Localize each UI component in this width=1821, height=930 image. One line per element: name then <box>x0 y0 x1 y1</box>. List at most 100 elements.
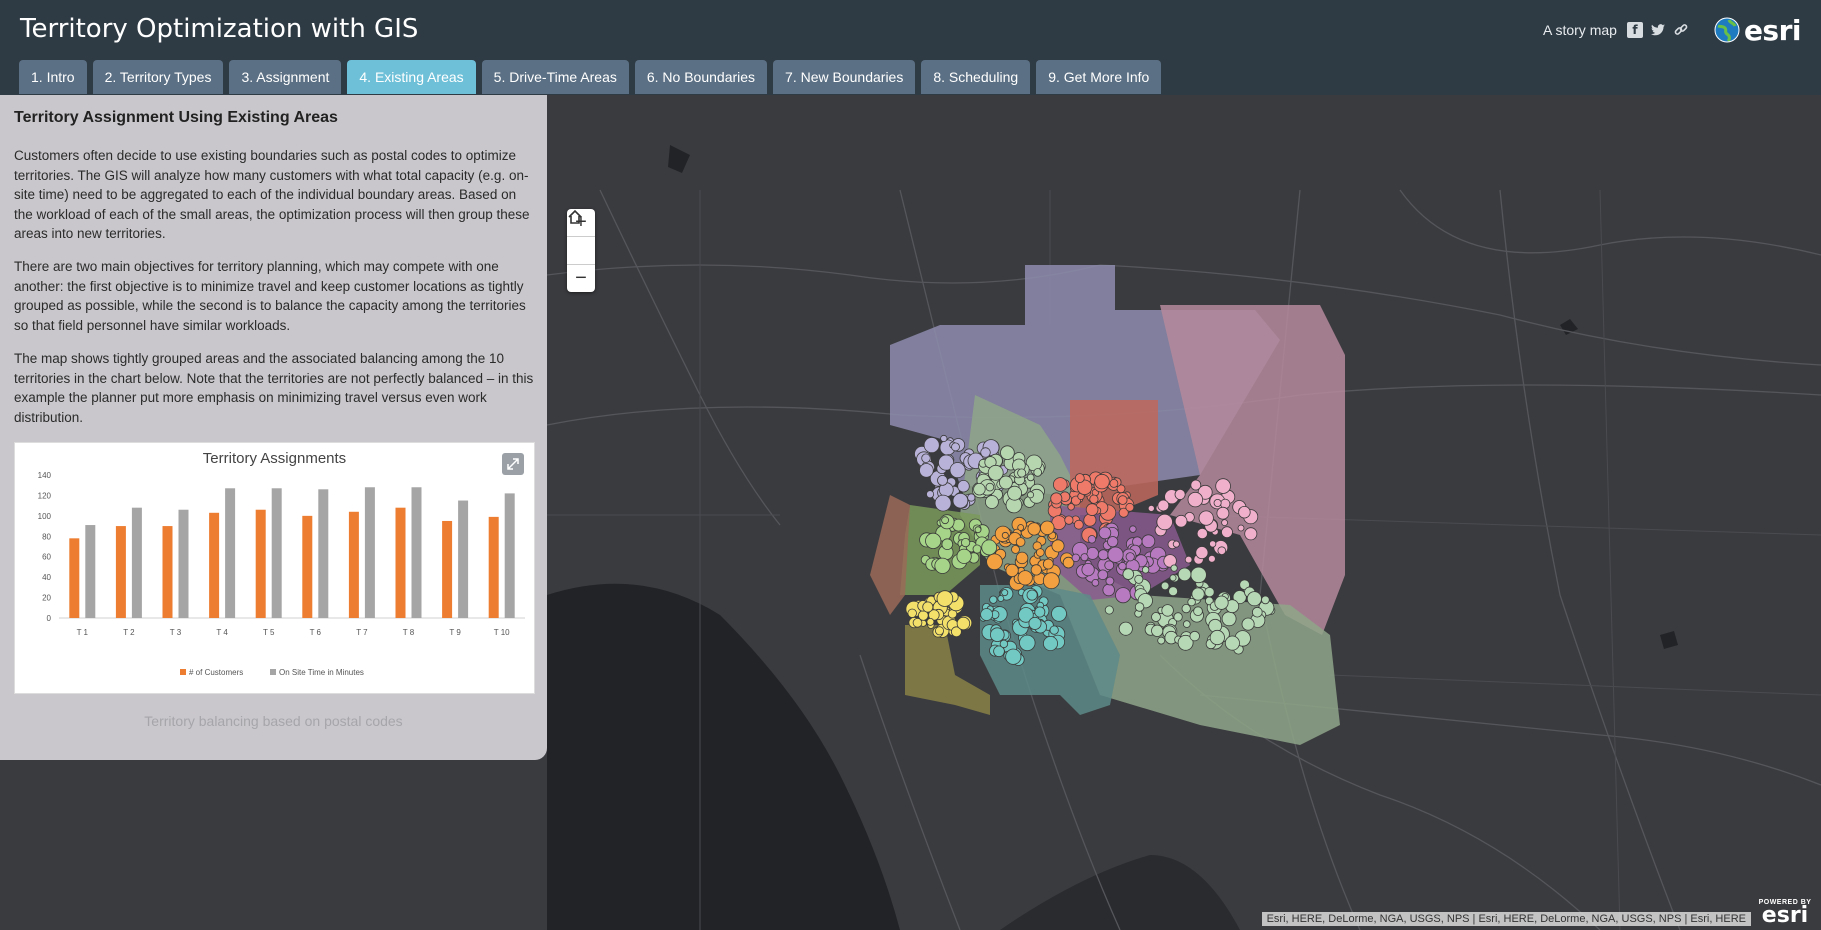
customer-point[interactable] <box>1052 606 1067 621</box>
customer-point[interactable] <box>1031 565 1041 575</box>
customer-point[interactable] <box>1178 568 1191 581</box>
customer-point[interactable] <box>1157 514 1173 530</box>
customer-point[interactable] <box>1027 590 1037 600</box>
customer-point[interactable] <box>1041 521 1055 535</box>
customer-point[interactable] <box>1081 554 1088 561</box>
customer-point[interactable] <box>1028 492 1034 498</box>
customer-point[interactable] <box>981 609 993 621</box>
customer-point[interactable] <box>1161 582 1169 590</box>
tab-9[interactable]: 9. Get More Info <box>1036 60 1161 94</box>
customer-point[interactable] <box>950 463 965 478</box>
customer-point[interactable] <box>1050 626 1058 634</box>
customer-point[interactable] <box>973 545 981 553</box>
customer-point[interactable] <box>1175 489 1185 499</box>
customer-point[interactable] <box>1043 636 1057 650</box>
customer-point[interactable] <box>1222 527 1233 538</box>
customer-point[interactable] <box>1218 547 1226 555</box>
customer-point[interactable] <box>1173 541 1179 547</box>
customer-point[interactable] <box>1185 556 1192 563</box>
customer-point[interactable] <box>1043 573 1059 589</box>
customer-point[interactable] <box>1098 570 1108 580</box>
customer-point[interactable] <box>1182 604 1190 612</box>
zoom-out-button[interactable]: − <box>567 265 595 292</box>
customer-point[interactable] <box>935 495 951 511</box>
customer-point[interactable] <box>942 517 949 524</box>
customer-point[interactable] <box>1028 523 1040 535</box>
customer-point[interactable] <box>1105 606 1113 614</box>
customer-point[interactable] <box>975 527 981 533</box>
tab-5[interactable]: 5. Drive-Time Areas <box>482 60 629 94</box>
powered-by-esri[interactable]: POWERED BY esri <box>1757 899 1813 926</box>
customer-point[interactable] <box>987 554 1003 570</box>
tab-4[interactable]: 4. Existing Areas <box>347 60 475 94</box>
customer-point[interactable] <box>1016 552 1028 564</box>
customer-point[interactable] <box>1074 520 1083 529</box>
customer-point[interactable] <box>1210 630 1224 644</box>
customer-point[interactable] <box>1119 562 1127 570</box>
tab-6[interactable]: 6. No Boundaries <box>635 60 767 94</box>
customer-point[interactable] <box>1158 500 1169 511</box>
customer-point[interactable] <box>974 483 986 495</box>
customer-point[interactable] <box>1205 587 1214 596</box>
customer-point[interactable] <box>1142 567 1149 574</box>
customer-point[interactable] <box>1008 486 1022 500</box>
customer-point[interactable] <box>1092 579 1099 586</box>
customer-point[interactable] <box>1199 511 1213 525</box>
customer-point[interactable] <box>1099 527 1111 539</box>
customer-point[interactable] <box>923 602 933 612</box>
customer-point[interactable] <box>1171 565 1177 571</box>
customer-point[interactable] <box>1006 564 1018 576</box>
territory-polygon[interactable] <box>905 625 990 715</box>
customer-point[interactable] <box>1170 575 1176 581</box>
customer-point[interactable] <box>1210 541 1216 547</box>
customer-point[interactable] <box>1216 479 1231 494</box>
customer-point[interactable] <box>1262 596 1270 604</box>
customer-point[interactable] <box>986 483 994 491</box>
customer-point[interactable] <box>1196 547 1208 559</box>
customer-point[interactable] <box>1086 504 1098 516</box>
customer-point[interactable] <box>1012 545 1020 553</box>
customer-point[interactable] <box>1108 547 1123 562</box>
customer-point[interactable] <box>957 549 971 563</box>
home-button[interactable] <box>567 237 595 265</box>
customer-point[interactable] <box>1208 555 1215 562</box>
customer-point[interactable] <box>998 596 1004 602</box>
customer-point[interactable] <box>1148 505 1154 511</box>
customer-point[interactable] <box>1006 649 1021 664</box>
expand-chart-button[interactable] <box>502 453 524 475</box>
customer-point[interactable] <box>1215 596 1228 609</box>
customer-point[interactable] <box>1020 635 1036 651</box>
customer-point[interactable] <box>1175 515 1187 527</box>
customer-point[interactable] <box>1190 631 1200 641</box>
customer-point[interactable] <box>1214 499 1221 506</box>
customer-point[interactable] <box>1002 532 1008 538</box>
customer-point[interactable] <box>999 476 1012 489</box>
customer-point[interactable] <box>1222 520 1228 526</box>
tab-3[interactable]: 3. Assignment <box>229 60 341 94</box>
customer-point[interactable] <box>937 591 953 607</box>
link-icon[interactable] <box>1673 22 1689 38</box>
customer-point[interactable] <box>1152 625 1163 636</box>
customer-point[interactable] <box>1018 525 1024 531</box>
customer-point[interactable] <box>1082 563 1094 575</box>
customer-point[interactable] <box>1116 588 1131 603</box>
customer-point[interactable] <box>1108 537 1118 547</box>
customer-point[interactable] <box>1242 618 1254 630</box>
customer-point[interactable] <box>1075 474 1084 483</box>
customer-point[interactable] <box>1018 469 1026 477</box>
customer-point[interactable] <box>938 475 948 485</box>
customer-point[interactable] <box>990 628 1004 642</box>
twitter-icon[interactable] <box>1650 22 1666 38</box>
customer-point[interactable] <box>961 538 969 546</box>
customer-point[interactable] <box>981 448 991 458</box>
customer-point[interactable] <box>1119 622 1132 635</box>
customer-point[interactable] <box>952 443 960 451</box>
customer-point[interactable] <box>924 438 939 453</box>
tab-7[interactable]: 7. New Boundaries <box>773 60 915 94</box>
tab-8[interactable]: 8. Scheduling <box>921 60 1030 94</box>
customer-point[interactable] <box>908 609 917 618</box>
customer-point[interactable] <box>1118 496 1127 505</box>
customer-point[interactable] <box>1000 640 1008 648</box>
customer-point[interactable] <box>958 480 970 492</box>
customer-point[interactable] <box>913 618 922 627</box>
